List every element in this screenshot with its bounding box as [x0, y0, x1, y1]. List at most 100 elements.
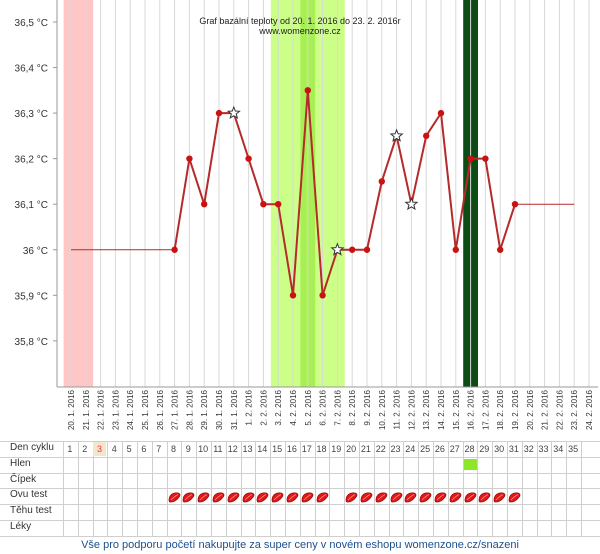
- table-vline-3-34: [566, 488, 582, 505]
- table-vline-1-10: [211, 456, 227, 473]
- table-vline-1-13: [255, 456, 271, 473]
- table-vline-0-7: [166, 441, 183, 457]
- ovu-test-icon-27: [464, 490, 477, 503]
- table-vline-5-12: [240, 520, 257, 536]
- point-10: [215, 109, 223, 117]
- row-label-5: Léky: [10, 521, 32, 532]
- table-vline-5-20: [359, 520, 375, 536]
- table-vline-5-31: [521, 520, 538, 536]
- x-tick-label-10: 30. 1. 2016: [215, 389, 224, 430]
- point-star-22: [389, 128, 404, 142]
- table-vline-0-25: [433, 441, 449, 457]
- day-number-30: 30: [494, 444, 505, 454]
- table-vline-4-28: [477, 504, 493, 520]
- table-vline-5-6: [151, 520, 168, 536]
- row-label-4: Těhu test: [10, 505, 52, 517]
- table-vline-0-18: [329, 441, 345, 457]
- table-vline-1-1: [77, 456, 94, 473]
- point-star-11: [226, 105, 241, 120]
- ovu-test-icon-22: [390, 490, 403, 503]
- day-number-18: 18: [316, 444, 327, 454]
- table-vline-5-35: [581, 520, 597, 536]
- table-vline-4-34: [566, 504, 582, 520]
- table-vline-4-29: [492, 504, 508, 520]
- table-vline-1-19: [344, 456, 360, 473]
- table-vline-2-3: [107, 472, 123, 489]
- x-tick-label-33: 22. 2. 2016: [555, 389, 564, 430]
- table-vline-3-9: [196, 488, 212, 505]
- x-tick-label-23: 12. 2. 2016: [407, 389, 416, 430]
- table-vline-4-32: [536, 504, 553, 520]
- table-vline-5-17: [314, 520, 331, 536]
- table-vline-3-33: [551, 488, 567, 505]
- table-vline-3-24: [418, 488, 434, 505]
- day-number-5: 5: [126, 444, 132, 454]
- table-vline-1-14: [270, 456, 286, 473]
- table-vline-3-4: [122, 488, 138, 505]
- day-number-19: 19: [331, 444, 342, 454]
- table-vline-2-2: [92, 472, 109, 489]
- table-vline-5-0: [63, 520, 79, 536]
- y-tick-label-6: 35,9 °C: [15, 291, 48, 302]
- x-tick-label-4: 24. 1. 2016: [126, 389, 135, 430]
- table-vline-1-18: [329, 456, 345, 473]
- table-vline-1-5: [137, 456, 153, 473]
- day-number-13: 13: [242, 444, 253, 454]
- table-vline-5-30: [507, 520, 523, 536]
- x-tick-label-17: 6. 2. 2016: [319, 389, 328, 425]
- table-vline-4-33: [551, 504, 567, 520]
- x-tick-label-11: 31. 1. 2016: [230, 389, 239, 430]
- footer-promo[interactable]: Vše pro podporu početí nakupujte za supe…: [81, 539, 519, 551]
- x-tick-label-12: 1. 2. 2016: [245, 389, 254, 425]
- point-19: [349, 246, 356, 253]
- day-number-15: 15: [272, 444, 283, 454]
- table-vline-4-21: [373, 504, 390, 520]
- table-vline-0-26: [447, 441, 464, 457]
- table-vline-1-35: [581, 456, 597, 473]
- table-vline-3-14: [270, 488, 286, 505]
- table-vline-5-24: [418, 520, 434, 536]
- table-vline-1-24: [418, 456, 434, 473]
- table-vline-3-28: [477, 488, 493, 505]
- table-vline-0-16: [299, 441, 316, 457]
- table-vline-2-18: [329, 472, 345, 489]
- table-vline-2-13: [255, 472, 271, 489]
- point-24: [423, 132, 430, 140]
- table-vline-1-23: [403, 456, 419, 473]
- day-number-12: 12: [227, 444, 238, 454]
- table-vline-5-22: [388, 520, 405, 536]
- table-vline-2-29: [492, 472, 508, 489]
- day-number-4: 4: [111, 444, 117, 454]
- table-vline-3-17: [314, 488, 331, 505]
- table-vline-1-9: [196, 456, 212, 473]
- temperature-chart: 36,5 °C 36,4 °C 36,3 °C 36,2 °C 36,1 °C 36 °C…: [15, 0, 598, 430]
- table-vline-1-2: [92, 456, 109, 473]
- ovu-test-icon-15: [286, 490, 299, 503]
- table-vline-0-21: [373, 441, 390, 457]
- ovu-test-icon-16: [301, 490, 314, 503]
- point-29: [497, 246, 504, 253]
- table-vline-3-13: [255, 488, 271, 505]
- day-number-29: 29: [479, 444, 490, 454]
- table-vline-3-12: [240, 488, 257, 505]
- point-star-18: [330, 242, 345, 256]
- day-number-14: 14: [257, 444, 268, 454]
- table-vline-4-25: [433, 504, 449, 520]
- table-vline-2-7: [166, 472, 183, 489]
- table-vline-3-32: [536, 488, 553, 505]
- table-vline-2-27: [462, 472, 479, 489]
- day-number-3: 3: [92, 442, 107, 456]
- x-tick-label-35: 24. 2. 2016: [585, 389, 594, 430]
- table-vline-2-34: [566, 472, 582, 489]
- table-vline-2-35: [581, 472, 597, 489]
- table-vline-4-30: [507, 504, 523, 520]
- x-tick-label-6: 26. 1. 2016: [156, 389, 165, 430]
- table-vline-1-8: [181, 456, 197, 473]
- table-vline-5-34: [566, 520, 582, 536]
- table-vline-1-31: [521, 456, 538, 473]
- ovu-test-icon-19: [345, 490, 358, 503]
- table-vline-0-27: [462, 441, 479, 457]
- ovu-test-icon-12: [242, 490, 255, 503]
- x-tick-label-16: 5. 2. 2016: [304, 389, 313, 425]
- row-label-0: Den cyklu: [10, 442, 54, 453]
